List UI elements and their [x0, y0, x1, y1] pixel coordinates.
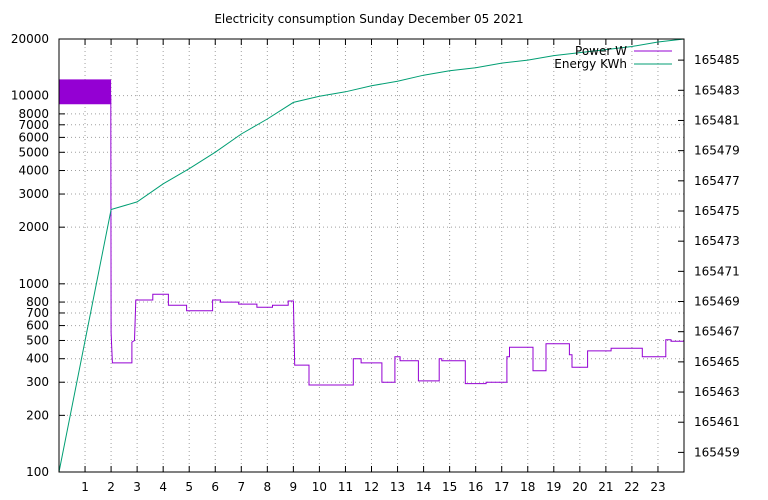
x-tick-label: 12 [364, 480, 379, 494]
x-tick-label: 9 [290, 480, 298, 494]
series-layer [58, 38, 685, 473]
legend-label-energy: Energy KWh [554, 57, 627, 71]
grid-lines [59, 39, 684, 472]
x-axis-ticks: 1 2 3 4 5 6 7 8 9 10 11 12 13 14 15 16 17 18 19 20 21 22 23 [81, 39, 666, 494]
x-tick-label: 19 [546, 480, 561, 494]
y-right-tick-label: 165483 [694, 83, 740, 97]
y-left-tick-label: 1000 [18, 277, 49, 291]
x-tick-label: 5 [185, 480, 193, 494]
y-right-tick-label: 165477 [694, 174, 740, 188]
x-tick-label: 8 [264, 480, 272, 494]
y-right-tick-label: 165465 [694, 355, 740, 369]
y-left-tick-label: 700 [26, 306, 49, 320]
y-left-tick-label: 10000 [11, 89, 49, 103]
y-left-tick-label: 8000 [18, 107, 49, 121]
x-tick-label: 13 [390, 480, 405, 494]
y-right-tick-label: 165471 [694, 264, 740, 278]
y-right-tick-label: 165467 [694, 325, 740, 339]
x-tick-label: 14 [416, 480, 431, 494]
x-tick-label: 18 [520, 480, 535, 494]
x-tick-label: 4 [159, 480, 167, 494]
y-left-tick-label: 100 [26, 465, 49, 479]
y-left-tick-label: 5000 [18, 145, 49, 159]
y-right-tick-label: 165461 [694, 415, 740, 429]
energy-series-line [58, 38, 685, 473]
y-left-tick-label: 800 [26, 295, 49, 309]
y-right-tick-label: 165459 [694, 445, 740, 459]
y-left-tick-label: 3000 [18, 187, 49, 201]
x-tick-label: 21 [598, 480, 613, 494]
x-tick-label: 23 [650, 480, 665, 494]
y-left-tick-label: 300 [26, 375, 49, 389]
y-left-tick-label: 500 [26, 333, 49, 347]
plot-frame [58, 38, 685, 473]
x-tick-label: 22 [624, 480, 639, 494]
power-peak-block [59, 79, 112, 105]
y-left-tick-label: 2000 [18, 220, 49, 234]
y-left-tick-label: 600 [26, 319, 49, 333]
y-left-tick-label: 4000 [18, 164, 49, 178]
x-tick-label: 17 [494, 480, 509, 494]
x-tick-label: 15 [442, 480, 457, 494]
x-tick-label: 11 [338, 480, 353, 494]
legend: Power W Energy KWh [554, 44, 672, 71]
x-tick-label: 2 [107, 480, 115, 494]
y-right-tick-label: 165475 [694, 204, 740, 218]
y-left-tick-label: 6000 [18, 130, 49, 144]
x-tick-label: 7 [237, 480, 245, 494]
y-right-axis-ticks: 165459 165461 165463 165465 165467 165469 1654… [678, 53, 740, 459]
y-right-tick-label: 165473 [694, 234, 740, 248]
power-series-line [59, 95, 684, 386]
x-tick-label: 16 [468, 480, 483, 494]
chart-title: Electricity consumption Sunday December … [214, 12, 523, 26]
x-tick-label: 10 [312, 480, 327, 494]
y-left-tick-label: 20000 [11, 32, 49, 46]
legend-label-power: Power W [575, 44, 627, 58]
x-tick-label: 1 [81, 480, 89, 494]
x-tick-label: 20 [572, 480, 587, 494]
x-tick-label: 3 [133, 480, 141, 494]
y-left-tick-label: 200 [26, 408, 49, 422]
y-right-tick-label: 165479 [694, 144, 740, 158]
x-tick-label: 6 [211, 480, 219, 494]
y-right-tick-label: 165485 [694, 53, 740, 67]
y-right-tick-label: 165469 [694, 295, 740, 309]
y-left-tick-label: 400 [26, 352, 49, 366]
y-right-tick-label: 165481 [694, 113, 740, 127]
y-left-tick-label: 7000 [18, 118, 49, 132]
y-right-tick-label: 165463 [694, 385, 740, 399]
